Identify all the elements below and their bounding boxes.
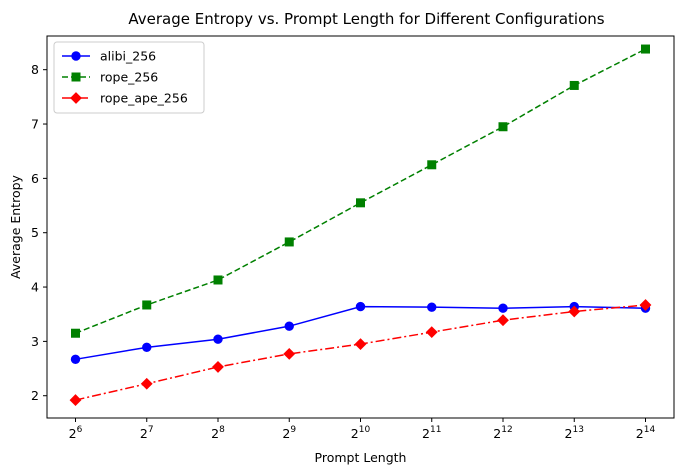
data-point <box>497 314 509 327</box>
legend-entry: alibi_256 <box>62 49 156 64</box>
data-point <box>142 342 152 353</box>
y-tick-label: 7 <box>31 117 39 132</box>
y-tick-label: 5 <box>31 225 39 240</box>
legend-label: rope_256 <box>100 70 158 85</box>
legend-marker <box>71 72 81 82</box>
data-point <box>355 301 366 312</box>
data-point <box>639 299 652 311</box>
y-axis-label: Average Entropy <box>8 174 23 278</box>
legend-entry: rope_256 <box>62 70 158 85</box>
y-tick-label: 6 <box>31 171 39 186</box>
data-point <box>354 338 367 351</box>
y-tick-label: 3 <box>31 334 39 349</box>
y-tick-label: 4 <box>31 280 39 295</box>
data-point <box>71 328 80 338</box>
x-axis-ticks: 26 27 28 29 210 211 212 213 214 <box>69 418 656 441</box>
data-point <box>213 275 223 285</box>
data-point <box>425 326 438 339</box>
data-point <box>283 347 296 360</box>
legend-marker <box>71 51 81 61</box>
data-point <box>641 44 650 54</box>
x-tick-label: 214 <box>636 425 656 441</box>
series-rope-ape-256 <box>69 299 652 406</box>
x-tick-label: 27 <box>140 425 154 441</box>
series-alibi-256 <box>70 301 651 365</box>
legend: alibi_256 rope_256 rope_ape_256 <box>53 41 205 114</box>
series-line <box>75 48 646 334</box>
data-point <box>498 122 508 132</box>
data-point <box>284 321 294 331</box>
x-tick-label: 29 <box>282 425 296 441</box>
data-point <box>69 394 82 406</box>
data-point <box>568 305 581 318</box>
data-point <box>140 377 153 390</box>
series-layer <box>69 44 652 406</box>
data-point <box>569 80 579 90</box>
data-point <box>70 354 81 365</box>
legend-marker <box>70 92 82 104</box>
y-tick-label: 2 <box>31 388 39 403</box>
x-tick-label: 28 <box>211 425 225 441</box>
data-point <box>427 302 437 312</box>
legend-entry: rope_ape_256 <box>62 91 188 106</box>
x-tick-label: 213 <box>565 425 584 441</box>
legend-box <box>53 41 205 114</box>
data-point <box>427 160 437 170</box>
x-tick-label: 26 <box>69 425 83 441</box>
legend-label: rope_ape_256 <box>100 91 188 106</box>
x-tick-label: 211 <box>422 425 441 441</box>
x-tick-label: 212 <box>493 425 512 441</box>
x-tick-label: 210 <box>351 425 371 441</box>
x-axis-label: Prompt Length <box>315 450 407 465</box>
y-tick-label: 8 <box>31 62 39 77</box>
legend-label: alibi_256 <box>100 49 156 64</box>
data-point <box>142 300 152 310</box>
data-point <box>356 198 365 208</box>
data-point <box>498 303 508 313</box>
series-rope-256 <box>71 44 650 338</box>
data-point <box>284 237 294 247</box>
chart-title: Average Entropy vs. Prompt Length for Di… <box>128 10 604 28</box>
y-axis-ticks: 2 3 4 5 6 7 8 <box>31 62 47 403</box>
data-point <box>212 361 224 373</box>
data-point <box>213 334 223 344</box>
